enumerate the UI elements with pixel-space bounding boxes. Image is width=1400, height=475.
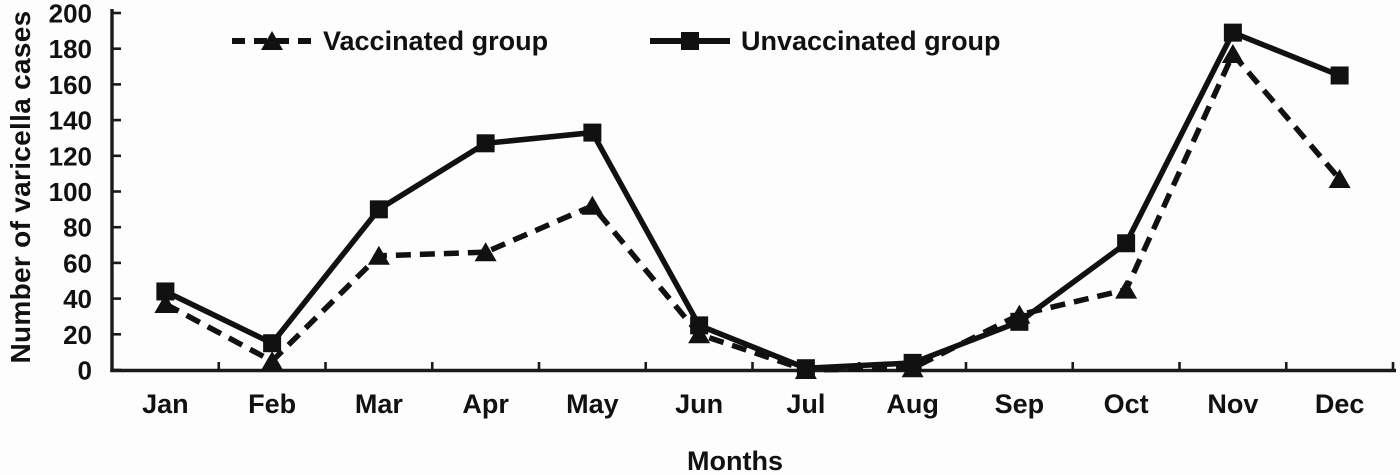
marker-unvaccinated-Feb	[263, 334, 282, 353]
y-tick-label-20: 20	[63, 320, 92, 350]
marker-unvaccinated-Aug	[903, 353, 922, 372]
legend-item-unvaccinated: Unvaccinated group	[648, 26, 1001, 56]
month-label-Dec: Dec	[1315, 389, 1365, 419]
marker-unvaccinated-Jun	[690, 316, 709, 335]
solid-line-square-marker-icon	[650, 32, 730, 50]
y-tick-label-0: 0	[78, 356, 92, 386]
marker-unvaccinated-Jul	[796, 359, 815, 378]
y-tick-label-140: 140	[49, 106, 92, 136]
month-label-Jul: Jul	[786, 389, 825, 419]
y-tick-label-40: 40	[63, 284, 92, 314]
marker-unvaccinated-Mar	[369, 200, 388, 219]
y-tick-label-100: 100	[49, 177, 92, 207]
marker-unvaccinated-Dec	[1330, 66, 1349, 85]
marker-vaccinated-May	[581, 195, 604, 215]
month-label-Nov: Nov	[1207, 389, 1258, 419]
marker-vaccinated-Oct	[1115, 279, 1138, 299]
marker-unvaccinated-May	[583, 123, 602, 142]
legend-item-vaccinated: Vaccinated group	[230, 26, 548, 56]
month-label-Apr: Apr	[462, 389, 509, 419]
marker-vaccinated-Apr	[474, 242, 497, 262]
legend-label-vaccinated: Vaccinated group	[323, 26, 549, 56]
series-line-vaccinated	[164, 49, 1342, 373]
y-tick-label-120: 120	[49, 141, 92, 171]
series-line-unvaccinated	[164, 29, 1341, 371]
marker-unvaccinated-Jan	[156, 282, 175, 301]
marker-vaccinated-Nov	[1221, 44, 1244, 64]
marker-vaccinated-Jan	[154, 293, 177, 313]
month-label-Sep: Sep	[995, 389, 1045, 419]
month-label-Feb: Feb	[248, 389, 296, 419]
dashed-line-triangle-marker-icon	[232, 31, 312, 50]
x-axis-title: Months	[687, 446, 783, 475]
month-label-Jan: Jan	[142, 389, 189, 419]
legend-label-unvaccinated: Unvaccinated group	[741, 26, 1001, 56]
month-label-Oct: Oct	[1104, 389, 1149, 419]
month-label-Jun: Jun	[675, 389, 723, 419]
marker-unvaccinated-Apr	[476, 134, 495, 153]
y-tick-label-200: 200	[49, 0, 92, 29]
marker-vaccinated-Feb	[261, 351, 284, 371]
marker-unvaccinated-Nov	[1223, 23, 1242, 42]
y-axis-title: Number of varicella cases	[5, 10, 36, 364]
month-label-Aug: Aug	[886, 389, 938, 419]
marker-unvaccinated-Oct	[1117, 234, 1136, 253]
month-label-Mar: Mar	[355, 389, 404, 419]
y-tick-label-60: 60	[63, 248, 92, 278]
y-tick-label-160: 160	[49, 70, 92, 100]
month-label-May: May	[566, 389, 619, 419]
marker-vaccinated-Mar	[367, 245, 390, 265]
y-tick-label-180: 180	[49, 34, 92, 64]
marker-unvaccinated-Sep	[1010, 312, 1029, 331]
y-tick-label-80: 80	[63, 213, 92, 243]
marker-vaccinated-Dec	[1328, 169, 1351, 189]
